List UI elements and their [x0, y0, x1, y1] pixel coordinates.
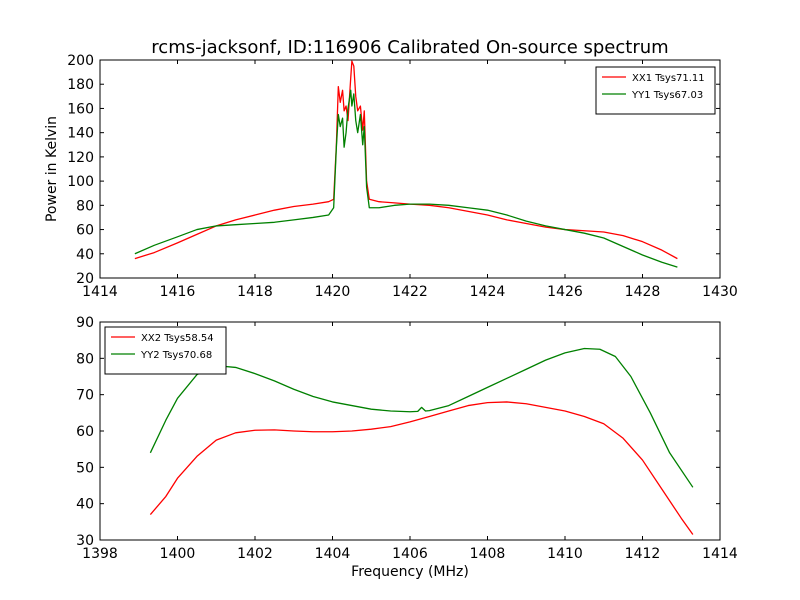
- x-tick-label: 1412: [625, 546, 661, 562]
- series-line-2-2: [149, 347, 694, 488]
- x-tick-label: 1418: [237, 284, 273, 300]
- x-tick-label: 1408: [470, 546, 506, 562]
- legend-box: [104, 326, 227, 375]
- y-tick-label: 30: [76, 533, 94, 549]
- series-line-1-1: [134, 60, 678, 260]
- y-tick-label: 140: [67, 126, 94, 142]
- y-tick-label: 160: [67, 101, 94, 117]
- y-tick-label: 100: [67, 174, 94, 190]
- x-tick-label: 1402: [237, 546, 273, 562]
- y-tick-label: 120: [67, 150, 94, 166]
- x-tick-label: 1414: [82, 284, 118, 300]
- x-tick-label: 1420: [315, 284, 351, 300]
- y-tick-label: 90: [76, 315, 94, 331]
- legend-label: XX2 Tsys58.54: [141, 333, 214, 344]
- x-tick-label: 1424: [470, 284, 506, 300]
- x-tick-label: 1398: [82, 546, 118, 562]
- y-tick-label: 60: [76, 424, 94, 440]
- top-spectrum-chart: 1414 1416 1418 1420 1422 1424 1426 1428 1430 20 40…: [44, 53, 738, 300]
- y-tick-label: 20: [76, 271, 94, 287]
- x-tick-label: 1410: [547, 546, 583, 562]
- series-line-2-1: [149, 401, 694, 535]
- y-axis-label: Power in Kelvin: [44, 116, 60, 222]
- series-line-1-2: [134, 89, 678, 268]
- x-tick-label: 1406: [392, 546, 428, 562]
- x-axis-label: Frequency (MHz): [351, 564, 469, 580]
- x-tick-label: 1426: [547, 284, 583, 300]
- x-tick-label: 1400: [160, 546, 196, 562]
- x-tick-label: 1416: [160, 284, 196, 300]
- y-tick-label: 40: [76, 497, 94, 513]
- y-tick-label: 50: [76, 460, 94, 476]
- y-tick-label: 40: [76, 247, 94, 263]
- x-tick-label: 1428: [625, 284, 661, 300]
- legend-label: YY2 Tsys70.68: [140, 350, 212, 361]
- x-tick-label: 1430: [702, 284, 738, 300]
- y-tick-label: 60: [76, 223, 94, 239]
- bottom-spectrum-chart: 1398 1400 1402 1404 1406 1408 1410 1412 1414 30 40…: [76, 315, 738, 580]
- y-tick-label: 80: [76, 198, 94, 214]
- y-tick-label: 200: [67, 53, 94, 69]
- legend-label: XX1 Tsys71.11: [632, 73, 705, 84]
- y-tick-label: 80: [76, 351, 94, 367]
- figure-title: rcms-jacksonf, ID:116906 Calibrated On-s…: [151, 37, 668, 58]
- x-tick-label: 1414: [702, 546, 738, 562]
- legend: XX1 Tsys71.11 YY1 Tsys67.03: [595, 66, 716, 115]
- legend: XX2 Tsys58.54 YY2 Tsys70.68: [104, 326, 227, 375]
- x-tick-label: 1422: [392, 284, 428, 300]
- legend-label: YY1 Tsys67.03: [631, 90, 703, 101]
- x-tick-label: 1404: [315, 546, 351, 562]
- y-tick-label: 180: [67, 77, 94, 93]
- legend-box: [595, 66, 716, 115]
- y-tick-label: 70: [76, 388, 94, 404]
